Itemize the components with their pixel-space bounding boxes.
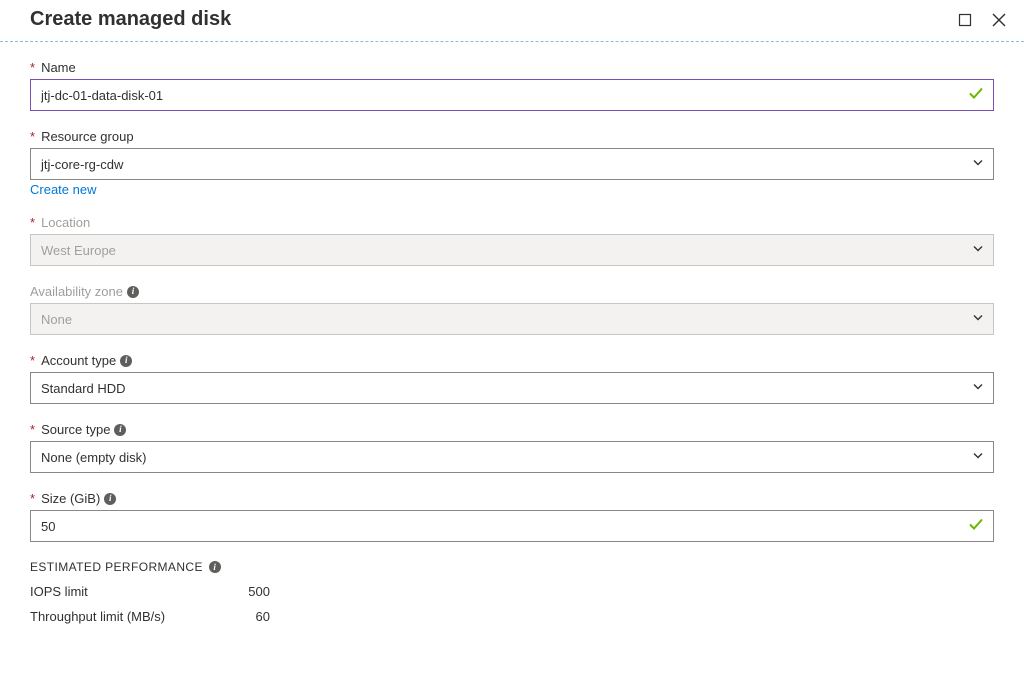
pane-header: Create managed disk [0,0,1024,42]
availability-zone-select: None [30,303,994,335]
resource-group-label: * Resource group [30,129,994,144]
close-icon [992,13,1006,27]
close-button[interactable] [990,11,1008,29]
account-type-select-wrap: Standard HDD [30,372,994,404]
iops-value: 500 [220,584,270,599]
info-icon[interactable]: i [127,286,139,298]
estimated-performance-heading: ESTIMATED PERFORMANCE i [30,560,994,574]
size-label: * Size (GiB) i [30,491,994,506]
resource-group-field: * Resource group jtj-core-rg-cdw Create … [30,129,994,197]
account-type-select[interactable]: Standard HDD [30,372,994,404]
maximize-button[interactable] [956,11,974,29]
account-type-field: * Account type i Standard HDD [30,353,994,404]
name-input[interactable] [30,79,994,111]
size-field: * Size (GiB) i [30,491,994,542]
source-type-field: * Source type i None (empty disk) [30,422,994,473]
pane-body: * Name * Resource group jtj-core-rg-cdw [0,42,1024,692]
required-asterisk: * [30,422,35,437]
name-label: * Name [30,60,994,75]
resource-group-select-wrap: jtj-core-rg-cdw [30,148,994,180]
size-input-wrap [30,510,994,542]
throughput-label: Throughput limit (MB/s) [30,609,220,624]
info-icon[interactable]: i [120,355,132,367]
location-field: * Location West Europe [30,215,994,266]
location-select-wrap: West Europe [30,234,994,266]
availability-zone-select-wrap: None [30,303,994,335]
create-new-link[interactable]: Create new [30,182,96,197]
name-field: * Name [30,60,994,111]
iops-label: IOPS limit [30,584,220,599]
availability-zone-label: Availability zone i [30,284,994,299]
iops-row: IOPS limit 500 [30,584,994,599]
required-asterisk: * [30,491,35,506]
location-select: West Europe [30,234,994,266]
required-asterisk: * [30,215,35,230]
required-asterisk: * [30,129,35,144]
source-type-select[interactable]: None (empty disk) [30,441,994,473]
resource-group-select[interactable]: jtj-core-rg-cdw [30,148,994,180]
location-label: * Location [30,215,994,230]
source-type-select-wrap: None (empty disk) [30,441,994,473]
create-managed-disk-pane: Create managed disk * Name [0,0,1024,692]
size-input[interactable] [30,510,994,542]
info-icon[interactable]: i [114,424,126,436]
required-asterisk: * [30,60,35,75]
pane-title: Create managed disk [30,8,231,31]
name-input-wrap [30,79,994,111]
availability-zone-field: Availability zone i None [30,284,994,335]
throughput-row: Throughput limit (MB/s) 60 [30,609,994,624]
info-icon[interactable]: i [104,493,116,505]
source-type-label: * Source type i [30,422,994,437]
info-icon[interactable]: i [209,561,221,573]
throughput-value: 60 [220,609,270,624]
window-controls [956,11,1008,29]
maximize-icon [958,13,972,27]
required-asterisk: * [30,353,35,368]
account-type-label: * Account type i [30,353,994,368]
